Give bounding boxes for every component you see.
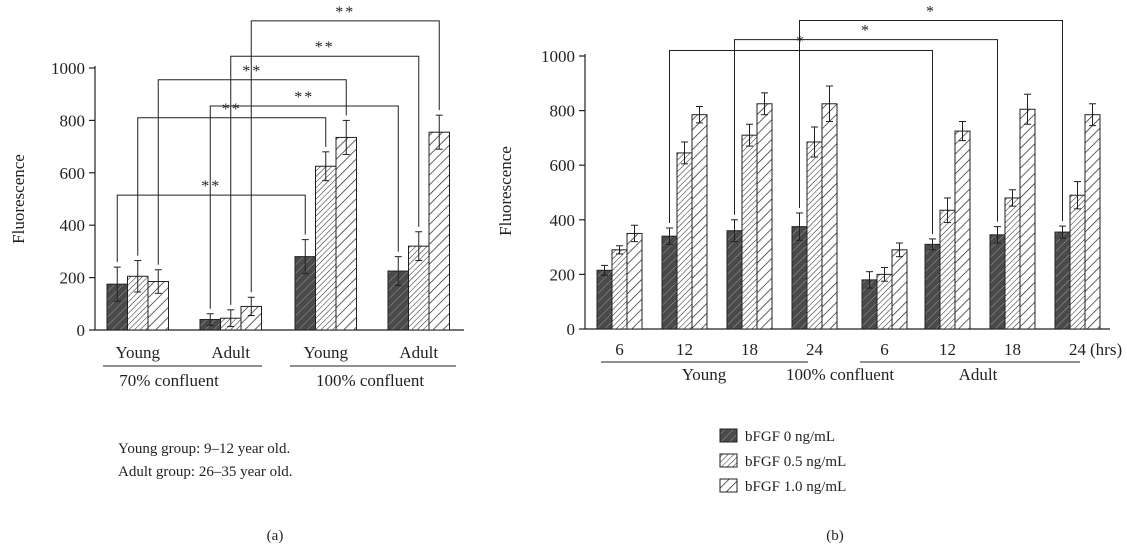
x-category-label: 24 [1069, 340, 1087, 359]
legend-swatch-bfgf-0-5 [719, 453, 738, 468]
x-axis-labels: 6 12 18 24 6 12 18 24 [601, 340, 1087, 363]
y-tick-label: 400 [550, 211, 576, 230]
bar [821, 103, 838, 330]
y-tick-label: 600 [60, 164, 86, 183]
x-category-label: Adult [399, 343, 438, 362]
y-tick-label: 200 [60, 269, 86, 288]
significance-bracket [137, 117, 327, 256]
significance-label: ** [222, 101, 242, 118]
y-axis-title: Fluorescence [9, 154, 28, 244]
group-label-100-confluent: 100% confluent [316, 371, 424, 390]
bar [315, 165, 337, 331]
significance-bracket [230, 55, 420, 305]
bar [924, 243, 941, 330]
significance-label: * [796, 34, 806, 51]
bar [1019, 108, 1036, 330]
y-tick-label: 1000 [541, 47, 575, 66]
legend-label-bfgf-1-0: bFGF 1.0 ng/mL [745, 479, 846, 495]
bars-group [596, 85, 1101, 330]
bar [676, 152, 693, 330]
y-tick-label: 800 [60, 111, 86, 130]
y-tick-label: 200 [550, 265, 576, 284]
x-category-label: 18 [741, 340, 758, 359]
significance-bracket [116, 194, 306, 263]
bar [876, 273, 893, 330]
legend-item-bfgf-0: bFGF 0 ng/mL [719, 428, 835, 445]
x-axis-labels: Young Adult Young Adult [103, 343, 456, 367]
significance-label: ** [315, 39, 335, 56]
bar [741, 134, 758, 330]
chart-panel-b: 0 200 400 600 800 1000 Fluorescence * * * 6 12 18… [496, 4, 1122, 544]
bar [611, 249, 628, 330]
bar [661, 235, 678, 330]
group-label-young: Young [682, 365, 727, 384]
legend-item-bfgf-0-5: bFGF 0.5 ng/mL [719, 453, 846, 470]
bar [806, 141, 823, 330]
x-category-label: Adult [211, 343, 250, 362]
legend-swatch-bfgf-1-0 [719, 478, 738, 493]
legend-item-bfgf-1-0: bFGF 1.0 ng/mL [719, 478, 846, 495]
x-category-label: 6 [615, 340, 624, 359]
y-axis-title: Fluorescence [496, 146, 515, 236]
x-category-label: 12 [676, 340, 693, 359]
bar [1069, 194, 1086, 330]
legend: bFGF 0 ng/mL bFGF 0.5 ng/mL bFGF 1.0 ng/… [719, 428, 846, 495]
group-label-adult: Adult [959, 365, 998, 384]
bar [335, 136, 357, 331]
x-category-label: Young [303, 343, 348, 362]
significance-bracket [157, 79, 347, 265]
significance-label: ** [242, 63, 262, 80]
group-label-100-confluent: 100% confluent [786, 365, 894, 384]
bar [428, 131, 450, 331]
significance-label: ** [201, 178, 221, 195]
bar [954, 130, 971, 330]
x-unit-label: (hrs) [1090, 340, 1122, 359]
bar [691, 114, 708, 330]
bar [891, 249, 908, 330]
bar [939, 209, 956, 330]
legend-label-bfgf-0-5: bFGF 0.5 ng/mL [745, 454, 846, 470]
x-category-label: Young [115, 343, 160, 362]
bar [756, 103, 773, 330]
note-young-group: Young group: 9–12 year old. [118, 441, 290, 457]
y-tick-label: 600 [550, 156, 576, 175]
panel-label-a: (a) [267, 528, 284, 544]
legend-swatch-bfgf-0 [719, 428, 738, 443]
group-label-70-confluent: 70% confluent [119, 371, 219, 390]
y-tick-label: 400 [60, 216, 86, 235]
bar [626, 232, 643, 330]
bars-group [106, 114, 450, 331]
bar [791, 226, 808, 330]
x-category-label: 6 [880, 340, 889, 359]
significance-label: ** [294, 89, 314, 106]
y-tick-label: 0 [567, 320, 576, 339]
significance-bracket [250, 20, 440, 293]
significance-brackets: * * * [669, 4, 1063, 234]
bar [596, 269, 613, 330]
panel-label-b: (b) [826, 528, 844, 544]
bar [989, 234, 1006, 330]
note-adult-group: Adult group: 26–35 year old. [118, 464, 293, 480]
x-category-label: 18 [1004, 340, 1021, 359]
significance-label: ** [335, 4, 355, 21]
significance-bracket [209, 105, 399, 309]
significance-bracket [799, 20, 1063, 222]
legend-label-bfgf-0: bFGF 0 ng/mL [745, 429, 835, 445]
x-category-label: 12 [939, 340, 956, 359]
significance-label: * [861, 23, 871, 40]
y-tick-label: 0 [77, 321, 86, 340]
bar [1084, 114, 1101, 330]
y-tick-label: 800 [550, 102, 576, 121]
significance-brackets: ** ** ** ** ** ** [116, 4, 440, 309]
bar [1004, 197, 1021, 330]
bar [726, 230, 743, 330]
significance-bracket [669, 50, 933, 234]
y-tick-label: 1000 [51, 59, 85, 78]
significance-label: * [926, 4, 936, 21]
x-category-label: 24 [806, 340, 824, 359]
bar [1054, 231, 1071, 330]
significance-bracket [734, 39, 998, 222]
